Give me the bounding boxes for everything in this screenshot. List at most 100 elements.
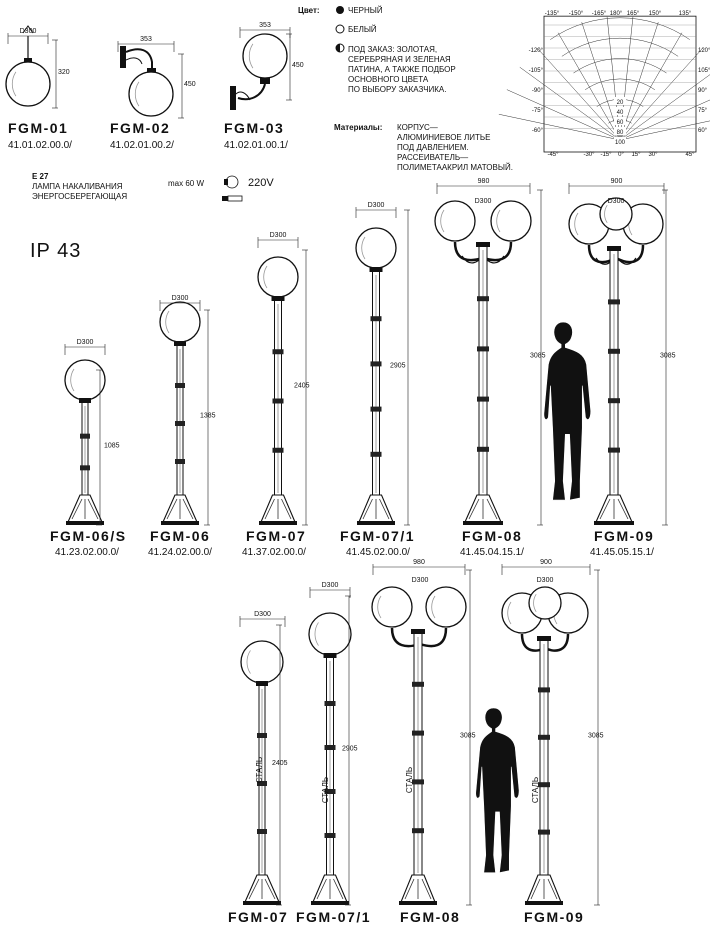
model-name: FGM-06/S <box>50 528 127 544</box>
dimension-label: D300 <box>322 582 339 589</box>
dimension-label: 353 <box>140 36 152 43</box>
globe-shade <box>490 200 532 242</box>
lamp-cap <box>260 78 270 84</box>
pole-base-rib <box>316 878 344 900</box>
material-label: СТАЛЬ <box>405 767 414 793</box>
pole-base-rib <box>599 498 629 520</box>
color-black: ЧЕРНЫЙ <box>348 6 383 15</box>
dimension-label: 2905 <box>390 363 406 370</box>
diagram-angle-label: -150° <box>569 11 584 17</box>
pole-collar <box>538 687 550 693</box>
human-silhouette <box>475 707 520 874</box>
pole-base-rib <box>264 498 292 520</box>
dimension-label: 320 <box>58 69 70 76</box>
cfl-lamp-icon <box>227 195 243 202</box>
color-swatch-black <box>336 6 344 14</box>
globe-shade <box>5 61 51 107</box>
dimension-label: 900 <box>611 178 623 185</box>
lamp-cap <box>147 68 156 74</box>
pole-footplate <box>594 521 634 525</box>
pole-base-rib <box>166 498 194 520</box>
diagram-radial <box>498 114 621 141</box>
pole-base-rib <box>468 498 498 520</box>
model-article: 41.23.02.00.0/ <box>55 547 119 558</box>
diagram-angle-label: 30° <box>648 152 658 158</box>
pole-collar <box>175 459 185 464</box>
pole-footplate <box>525 901 563 905</box>
pole-base-rib <box>362 498 390 520</box>
diagram-radial <box>519 67 621 141</box>
globe-highlight <box>263 265 268 289</box>
dimension-label: D300 <box>172 295 189 302</box>
model-name: FGM-01 <box>8 120 69 136</box>
globe-highlight <box>574 212 579 236</box>
wall-plate <box>230 86 236 110</box>
dimension-label: 353 <box>259 22 271 29</box>
diagram-ring-label-bg <box>614 97 626 105</box>
dimension-label: D300 <box>412 577 429 584</box>
diagram-radial <box>619 120 710 141</box>
diagram-ring-label: 40 <box>617 110 624 116</box>
diagram-angle-label: -15° <box>600 152 612 158</box>
pole-collar <box>324 833 336 838</box>
pole-collar <box>608 348 620 354</box>
globe-highlight <box>507 601 512 625</box>
globe-highlight <box>533 593 537 613</box>
dimension-label: 2905 <box>342 746 358 753</box>
diagram-angle-label: 0° <box>618 152 624 158</box>
globe-highlight <box>134 81 140 107</box>
dimension-label: D300 <box>537 577 554 584</box>
model-name: FGM-07/1 <box>340 528 416 544</box>
diagram-ring-label: 20 <box>617 100 624 106</box>
dimension-label: 3085 <box>530 353 546 360</box>
pole-collar <box>538 734 550 740</box>
dimension-label: 1385 <box>200 413 216 420</box>
diagram-angle-label: -45° <box>547 152 559 158</box>
wall-arm <box>125 48 153 68</box>
diagram-ring-label: 100 <box>615 140 626 146</box>
dimension-label: 450 <box>184 81 196 88</box>
lamp-socket: E 27 <box>32 172 49 181</box>
globe-shade <box>434 200 476 242</box>
pole-collar <box>477 446 489 452</box>
color-order-note: ПОД ЗАКАЗ: ЗОЛОТАЯ, СЕРЕБРЯНАЯ И ЗЕЛЕНАЯ… <box>348 45 456 94</box>
model-name: FGM-09 <box>524 909 585 925</box>
dimension-label: 3085 <box>588 733 604 740</box>
materials-label: Материалы: <box>334 123 383 132</box>
dimension-label: D300 <box>368 202 385 209</box>
globe-highlight <box>314 622 319 646</box>
lamp-power: max 60 W <box>168 179 205 188</box>
globe-highlight <box>246 650 251 674</box>
pole-collar <box>80 433 90 439</box>
material-label: СТАЛЬ <box>321 777 330 803</box>
pole-base-rib <box>530 878 558 900</box>
pole-footplate <box>161 521 199 525</box>
material-label: СТАЛЬ <box>255 757 264 783</box>
globe-highlight <box>496 209 501 233</box>
diagram-angle-label: 165° <box>627 11 640 17</box>
diagram-angle-label: 15° <box>631 152 641 158</box>
model-name: FGM-07/1 <box>296 909 372 925</box>
diagram-ring-label: 80 <box>617 130 624 136</box>
globe-highlight <box>440 209 445 233</box>
globe-highlight <box>165 310 170 334</box>
pole-collar <box>324 701 336 706</box>
diagram-radial <box>619 22 659 141</box>
color-white: БЕЛЫЙ <box>348 25 377 34</box>
dimension-label: 3085 <box>460 733 476 740</box>
diagram-angle-label: 45° <box>685 152 695 158</box>
dimension-label: 980 <box>413 559 425 566</box>
pole-cap <box>79 398 91 403</box>
pole-collar <box>257 829 267 834</box>
pole-collar <box>324 745 336 750</box>
dimension-label: D300 <box>20 28 37 35</box>
globe-highlight <box>377 595 382 619</box>
diagram-angle-label: 150° <box>649 11 662 17</box>
model-article: 41.02.01.00.1/ <box>224 140 288 151</box>
diagram-angle-label: -60° <box>532 128 544 134</box>
diagram-angle-label: 90° <box>698 88 708 94</box>
diagram-angle-label: -90° <box>532 88 544 94</box>
diagram-angle-label: 120° <box>698 48 710 54</box>
pole-collar <box>370 361 382 367</box>
globe-shade <box>425 586 467 628</box>
